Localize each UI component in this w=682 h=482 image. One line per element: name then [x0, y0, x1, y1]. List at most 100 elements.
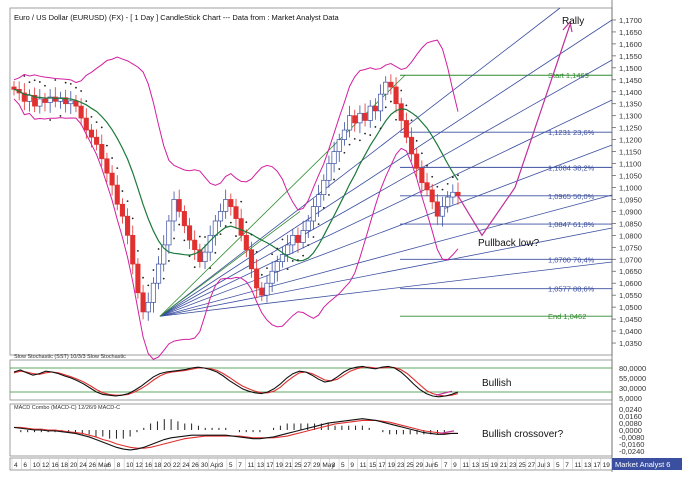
macd-title: MACD Combo (MACD-C) 12/26/9 MACD-C — [14, 405, 120, 411]
sar-dot — [152, 269, 155, 271]
x-tick-label: 6 — [23, 462, 27, 469]
stochastic-tick-label: 55,0000 — [619, 374, 646, 383]
price-tick-label: 1,0850 — [619, 219, 642, 228]
macd-tick-label: 0,0240 — [619, 405, 642, 414]
candle-body — [419, 167, 425, 184]
sar-dot — [297, 259, 299, 261]
sar-dot — [436, 185, 439, 188]
x-tick-label: 25 — [406, 462, 414, 469]
price-tick-label: 1,1500 — [619, 64, 642, 73]
sar-dot — [137, 250, 139, 252]
candle-body — [388, 81, 394, 88]
sar-dot — [209, 267, 212, 270]
fib-level-label: 1,0577 88,6% — [548, 285, 595, 294]
sar-dot — [193, 266, 196, 269]
sar-dot — [348, 143, 351, 146]
fan-line — [159, 194, 613, 317]
x-tick-label: 11 — [248, 462, 255, 469]
candle-body — [285, 244, 291, 255]
x-tick-label: 20 — [70, 462, 78, 469]
fan-line — [159, 227, 613, 317]
x-tick-label: 11 — [575, 462, 582, 469]
sar-dot — [188, 255, 191, 258]
sar-dot — [250, 233, 253, 236]
sar-dot — [23, 75, 26, 77]
candle-body — [181, 211, 187, 227]
sar-dot — [80, 90, 83, 92]
candle-body — [78, 105, 84, 119]
sar-dot — [395, 118, 397, 121]
sar-dot — [353, 138, 356, 140]
candle-body — [408, 136, 415, 155]
candle-body — [326, 163, 332, 181]
sar-dot — [359, 139, 361, 142]
candle-body — [228, 199, 234, 207]
stochastic-k-line — [13, 365, 459, 398]
candle-body — [243, 234, 249, 251]
fib-level-label: Start 1,1469 — [548, 71, 589, 80]
sar-dot — [219, 233, 222, 236]
candle-body — [259, 287, 265, 296]
x-tick-label: 16 — [51, 462, 59, 469]
x-tick-label: 12 — [135, 462, 143, 469]
sar-dot — [441, 188, 444, 191]
candle-body — [310, 206, 316, 222]
candle-body — [445, 196, 451, 207]
candle-body — [94, 136, 100, 145]
x-tick-label: Mar — [98, 462, 110, 469]
x-tick-label: 17 — [593, 462, 601, 469]
candle-body — [352, 115, 358, 124]
sar-dot — [255, 250, 258, 253]
candle-body — [347, 115, 353, 131]
stochastic-d-line — [13, 366, 459, 397]
candle-body — [145, 302, 151, 313]
candle-body — [378, 93, 384, 112]
x-tick-label: 23 — [397, 462, 405, 469]
candle-body — [186, 225, 193, 241]
x-tick-label: 21 — [285, 462, 293, 469]
sar-dot — [183, 239, 186, 242]
x-tick-label: 9 — [453, 462, 457, 469]
x-tick-label: 17 — [266, 462, 274, 469]
annotation-bullish: Bullish — [482, 378, 511, 389]
price-tick-label: 1,0750 — [619, 243, 642, 252]
stochastic-title: Slow Stochastic (SST) 10/3/3 Slow Stocha… — [14, 354, 126, 360]
candle-body — [393, 86, 399, 105]
fan-line — [159, 7, 561, 317]
price-tick-label: 1,0450 — [619, 315, 642, 324]
bollinger-lower — [13, 98, 459, 360]
sar-dot — [126, 200, 129, 203]
candle-body — [367, 105, 373, 121]
fib-level-label: 1,0965 50,0% — [548, 192, 595, 201]
x-tick-label: 29 — [416, 462, 424, 469]
sar-dot — [167, 260, 170, 262]
macd-tick-label: -0,0080 — [619, 433, 644, 442]
sar-dot — [142, 276, 144, 279]
footer-badge — [612, 458, 682, 470]
x-tick-label: 29 — [313, 462, 321, 469]
x-tick-label: 17 — [378, 462, 386, 469]
price-tick-label: 1,1550 — [619, 52, 642, 61]
candle-body — [300, 230, 306, 243]
x-tick-label: 7 — [444, 462, 448, 469]
candle-body — [197, 249, 203, 263]
candle-body — [125, 215, 131, 236]
sar-dot — [281, 238, 284, 241]
x-tick-label: 7 — [565, 462, 569, 469]
projected-path — [457, 24, 571, 237]
candle-body — [88, 129, 94, 138]
candle-body — [238, 218, 244, 236]
x-tick-label: 25 — [519, 462, 527, 469]
sar-dot — [224, 225, 227, 227]
candle-body — [434, 201, 440, 217]
sar-dot — [90, 115, 93, 118]
footer-label: Market Analyst 6 — [615, 460, 670, 469]
price-tick-label: 1,0700 — [619, 255, 642, 264]
fib-level-label: 1,0847 61,8% — [548, 220, 595, 229]
stochastic-tick-label: 80,0000 — [619, 364, 646, 373]
x-tick-label: 27 — [304, 462, 312, 469]
fib-level-label: 1,0700 76,4% — [548, 255, 595, 264]
sar-dot — [307, 244, 310, 247]
sar-dot — [162, 277, 165, 280]
candle-body — [429, 189, 435, 203]
